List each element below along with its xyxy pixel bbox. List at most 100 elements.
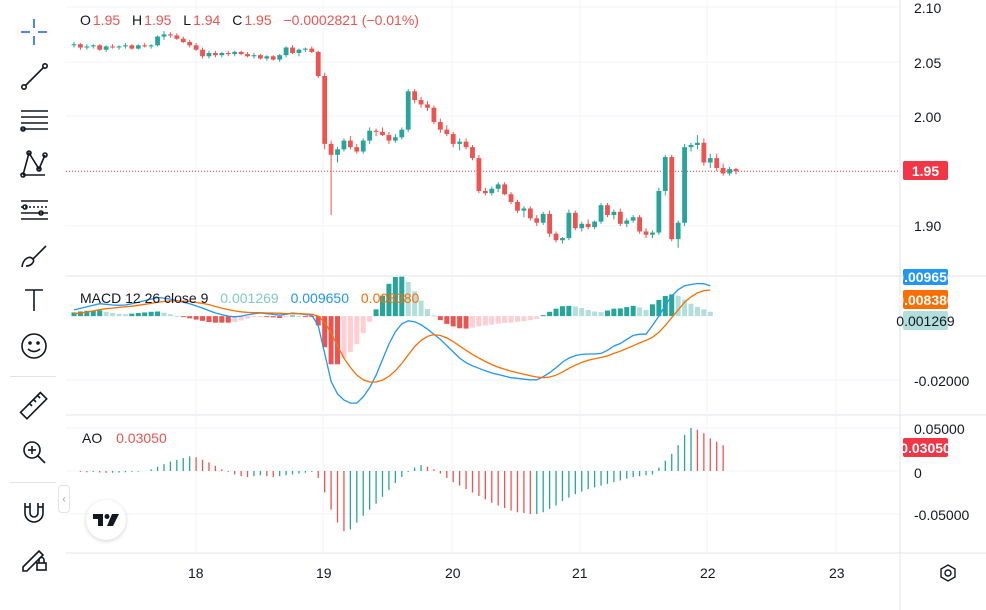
macd-line-badge: 0.009650 [903,269,948,285]
ruler-icon[interactable] [14,388,54,424]
macd-histogram-bar [624,307,630,317]
macd-histogram-bar [347,316,353,352]
macd-histogram-bar [572,306,578,317]
macd-histogram-bar [637,307,643,317]
forecast-icon[interactable] [14,192,54,228]
macd-histogram-bar [437,316,443,321]
macd-histogram-bar [424,308,430,317]
macd-histogram-bar [238,316,244,321]
macd-histogram-bar [630,305,636,317]
candle-body [161,34,167,37]
macd-histogram-bar [110,313,116,317]
candle-body [392,137,398,141]
macd-signal-badge: 0.008380 [896,290,955,309]
candle-body [142,45,148,47]
macd-histogram-bar [341,316,347,359]
candle-body [669,157,675,240]
text-icon[interactable] [14,282,54,318]
candle-body [90,45,96,47]
candle-body [470,147,475,159]
price-tick: 2.05 [914,55,942,71]
macd-histogram-bar [469,316,475,328]
candle-body [412,91,418,101]
fib-retracement-icon[interactable] [14,102,54,138]
macd-histogram-bar [290,315,296,317]
ao-badge: 0.03050 [900,438,951,457]
candle-body [695,142,700,145]
candle-body [540,213,546,223]
candle-body [444,129,450,135]
macd-histogram-bar [373,309,379,317]
candle-body [733,169,739,172]
macd-histogram-bar [148,311,154,317]
low-label: L [183,12,192,28]
candle-body [347,140,353,148]
emoji-icon[interactable] [14,328,54,364]
macd-histogram-bar [585,309,591,317]
crosshair-icon[interactable] [14,14,54,50]
macd-histogram-bar [534,316,540,319]
candle-body [495,184,501,189]
candle-body [720,167,726,174]
macd-histogram-bar [502,316,508,323]
macd-histogram-bar [399,276,405,317]
macd-histogram-bar [161,312,167,317]
macd-histogram-bar [129,313,135,317]
macd-histogram-bar [707,311,713,317]
candle-body [373,130,379,132]
collapse-toolbar-button[interactable]: ‹ [58,485,70,513]
ao-value: 0.03050 [116,430,167,446]
candle-body [232,51,238,55]
macd-histogram-bar [444,316,450,324]
macd-histogram-bar [180,316,186,318]
macd-histogram-bar [103,311,109,317]
candle-body [418,100,424,105]
macd-histogram-bar [302,316,308,318]
macd-histogram-bar [476,316,482,327]
candle-body [84,46,90,48]
last-price-badge: 1.95 [903,161,948,180]
macd-histogram-bar [566,305,572,317]
candle-body [553,233,559,241]
trend-line-icon[interactable] [14,58,54,94]
macd-histogram-bar [200,316,206,321]
macd-title: MACD 12 26 close 9 [80,290,209,306]
macd-histogram-bar [598,312,604,317]
time-tick: 21 [572,565,588,581]
candle-body [714,158,720,168]
macd-histogram-bar [547,311,553,317]
candle-body [431,107,437,122]
macd-histogram-bar [167,314,173,317]
macd-histogram-bar [155,311,161,317]
candle-body [335,149,340,155]
chart-settings-icon[interactable] [937,562,959,584]
zoom-in-icon[interactable] [14,434,54,470]
candle-body [624,220,630,224]
candle-body [656,190,662,233]
candle-body [270,56,276,60]
lock-drawings-icon[interactable] [14,540,54,576]
candle-body [309,48,315,52]
macd-histogram-bar [354,316,360,345]
tradingview-logo[interactable] [86,500,126,540]
candle-body [707,158,713,163]
candle-body [611,211,617,216]
macd-histogram-bar [688,303,694,317]
macd-signal-value: 0.008380 [360,290,420,306]
candle-body [123,45,128,47]
candle-body [476,158,482,191]
brush-icon[interactable] [14,238,54,274]
high-value: 1.95 [144,12,172,28]
candle-body [225,52,231,55]
candle-body [617,211,623,224]
macd-histogram-bar [527,316,533,321]
magnet-icon[interactable] [14,494,54,530]
pattern-icon[interactable] [14,146,54,182]
macd-histogram-bar [225,316,231,323]
macd-histogram-bar [315,316,321,326]
ao-tick: 0 [914,465,922,481]
macd-histogram-bar [296,316,302,318]
candle-body [193,45,199,50]
open-value: 1.95 [92,12,121,28]
